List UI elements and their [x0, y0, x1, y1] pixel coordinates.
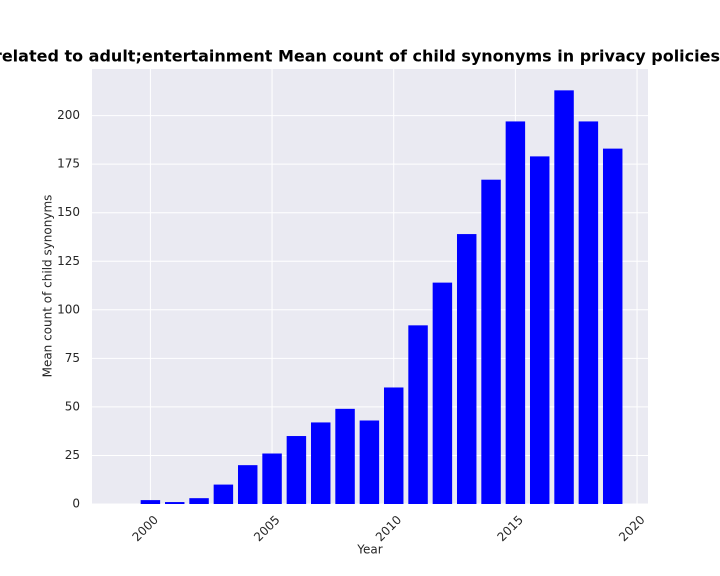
x-tick-label: 2005 [251, 513, 282, 544]
bar [602, 148, 623, 504]
bar [189, 498, 209, 504]
bar [262, 453, 282, 504]
y-tick-label: 100 [57, 302, 80, 316]
bar [408, 325, 428, 504]
y-tick-label: 50 [65, 399, 80, 413]
y-tick-label: 75 [65, 351, 80, 365]
grid [92, 69, 648, 505]
bar [578, 121, 599, 504]
bar [432, 282, 453, 504]
y-tick-label: 150 [57, 205, 80, 219]
y-tick-label: 175 [57, 157, 80, 171]
bar [505, 121, 526, 504]
x-axis-label: Year [356, 543, 382, 557]
x-tick-label: 2020 [616, 513, 647, 544]
bar [359, 420, 380, 504]
bar [554, 90, 574, 505]
y-tick-label: 0 [72, 497, 80, 511]
x-tick-label: 2010 [373, 513, 404, 544]
bar [237, 465, 258, 504]
bar [456, 234, 477, 505]
y-tick-label: 25 [65, 448, 80, 462]
bar [310, 422, 331, 504]
bar [335, 408, 355, 504]
bar [213, 484, 234, 504]
bars [140, 90, 623, 505]
y-axis-label: Mean count of child synonyms [41, 195, 55, 378]
bar [529, 156, 550, 504]
bar [164, 502, 185, 504]
bar [286, 436, 307, 504]
x-tick-label: 2015 [494, 513, 525, 544]
y-tick-label: 200 [57, 108, 80, 122]
bar [481, 179, 501, 505]
bar [383, 387, 404, 504]
y-tick-label: 125 [57, 254, 80, 268]
chart-title: categories are related to adult;entertai… [0, 47, 720, 66]
x-tick-label: 2000 [129, 513, 160, 544]
bar [140, 500, 161, 504]
